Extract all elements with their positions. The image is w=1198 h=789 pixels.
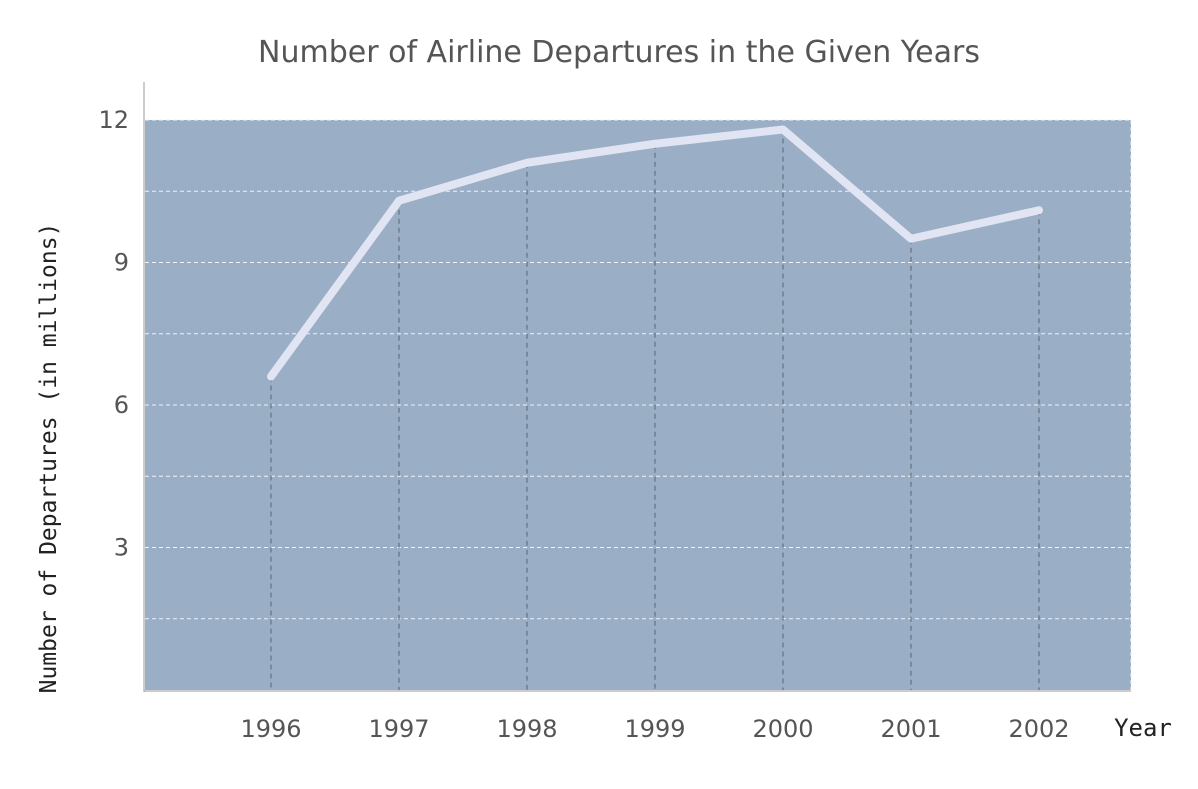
y-tick-labels: 3 6 9 12 [98,106,129,562]
x-tick-label: 2000 [752,715,813,743]
vertical-gridlines [270,129,1040,690]
x-axis-label: Year [1114,714,1172,742]
y-tick-label: 3 [114,534,129,562]
series-layer [267,125,1043,381]
x-tick-labels: 1996 1997 1998 1999 2000 2001 2002 [240,715,1069,743]
data-point [651,140,659,148]
data-point [523,159,531,167]
x-tick-label: 1999 [624,715,685,743]
data-point [395,197,403,205]
x-tick-label: 2002 [1008,715,1069,743]
y-axis-label: Number of Departures (in millions) [36,223,62,694]
y-tick-label: 6 [114,391,129,419]
data-point [779,126,787,133]
x-tick-label: 1998 [496,715,557,743]
data-point [907,235,915,243]
x-tick-label: 1996 [240,715,301,743]
x-tick-label: 2001 [880,715,941,743]
x-tick-label: 1997 [368,715,429,743]
y-tick-label: 9 [114,249,129,277]
data-point [1035,206,1043,214]
y-tick-label: 12 [98,106,129,134]
data-point [267,373,275,380]
horizontal-gridlines [145,119,1132,690]
chart-title: Number of Airline Departures in the Give… [258,35,980,70]
